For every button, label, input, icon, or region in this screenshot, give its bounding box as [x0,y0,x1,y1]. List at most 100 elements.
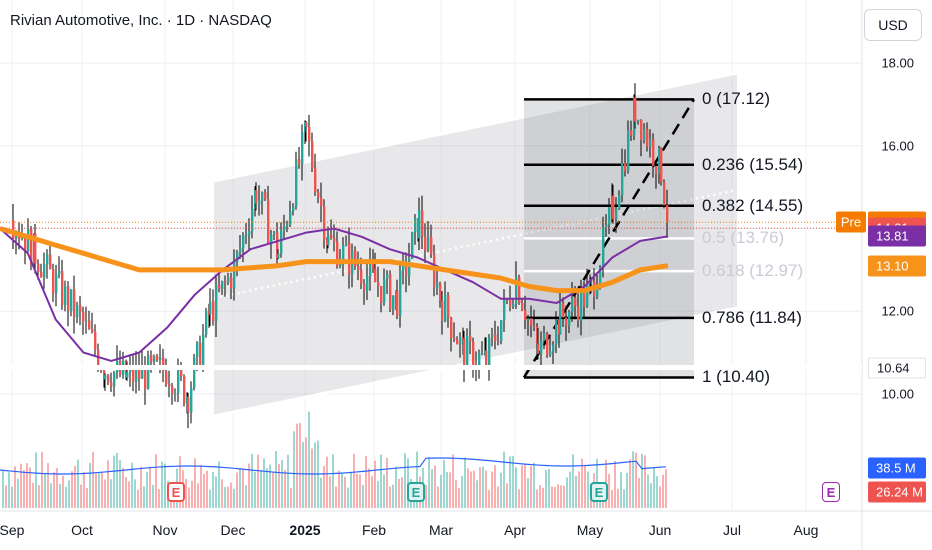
fib-level-label: 0.786 (11.84) [702,307,802,327]
volume-bar [80,484,82,508]
candle-body [73,289,76,318]
candle-body [386,274,389,280]
volume-bar [581,458,583,508]
candle-body [491,334,494,338]
candle-body [621,163,624,196]
volume-bar [494,465,496,508]
candle-body [305,122,308,127]
fib-level-label: 0.618 (12.97) [702,261,804,281]
candle-body [383,279,386,303]
candle-body [153,356,156,362]
time-tick-label: Dec [220,522,246,538]
candle-body [478,353,481,366]
volume-bar [158,489,160,508]
candle-body [88,320,91,330]
candle-body [289,210,292,225]
candle-body [527,318,530,321]
volume-bar [650,483,652,508]
candle-body [333,238,336,242]
candle-body [258,200,261,204]
candle-body [543,333,546,341]
volume-bar [278,463,280,508]
candle-body [537,343,540,354]
volume-bar [77,459,79,508]
support-line[interactable] [0,221,862,371]
candle-body [12,220,15,239]
candle-body [135,366,138,382]
candle-body [618,195,621,209]
candle-body [227,277,230,283]
volume-bar [122,467,124,508]
candle-body [132,366,135,382]
candle-body [444,294,447,322]
volume-bar [326,456,328,508]
fibonacci-retracement[interactable] [522,98,696,379]
candle-body [469,335,472,342]
candle-body [180,367,183,377]
earnings-marker[interactable]: E [407,482,425,502]
candle-body [336,241,339,267]
earnings-marker[interactable]: E [590,482,608,502]
volume-bar [215,476,217,508]
earnings-marker[interactable]: E [167,482,185,502]
candle-body [330,235,333,239]
candle-body [518,277,521,303]
volume-bar [470,471,472,508]
volume-bar [236,472,238,508]
candle-body [156,356,159,360]
candle-body [30,229,33,266]
candle-body [450,317,453,338]
candle-body [91,329,94,332]
volume-bar [335,486,337,508]
volume-bar [485,470,487,508]
volume-bar [83,471,85,508]
volume-bar [512,456,514,508]
candle-body [424,236,427,251]
volume-bar [611,489,613,508]
candle-body [85,320,88,322]
candle-body [171,386,174,395]
volume-bar [206,470,208,508]
volume-bar [17,478,19,508]
volume-bar [350,471,352,508]
candle-body [369,261,372,277]
candle-body [624,163,627,172]
candle-body [405,262,408,276]
volume-bar [8,472,10,508]
candle-body [399,270,402,316]
candle-body [363,283,366,291]
candle-body [652,139,655,166]
candle-body [640,119,643,141]
volume-bar [269,464,271,508]
volume-bar [293,431,295,508]
volume-bar [404,453,406,508]
fib-trendline [522,98,696,379]
candle-body [608,207,611,225]
earnings-marker[interactable]: E [822,482,840,502]
time-tick-label: 2025 [289,522,321,538]
volume-bar [620,472,622,508]
volume-bar [536,489,538,508]
candle-body [138,366,141,379]
candle-body [655,165,658,175]
trend-channel[interactable] [213,71,738,418]
candle-body [251,209,254,232]
candle-body [144,366,147,389]
volume-bar [452,454,454,508]
volume-bar [296,423,298,508]
chart-title: Rivian Automotive, Inc. · 1D · NASDAQ [10,12,272,29]
volume-bar [527,478,529,508]
volume-bar [113,455,115,508]
candle-body [64,286,67,305]
candle-body [79,305,82,312]
candle-body [308,126,311,142]
volume-bar [548,468,550,508]
candle-body [663,182,666,206]
volume-bar [266,468,268,508]
volume-ma-line [0,457,667,475]
currency-button[interactable]: USD [864,9,922,41]
candle-body [524,310,527,321]
candle-body [586,284,589,307]
